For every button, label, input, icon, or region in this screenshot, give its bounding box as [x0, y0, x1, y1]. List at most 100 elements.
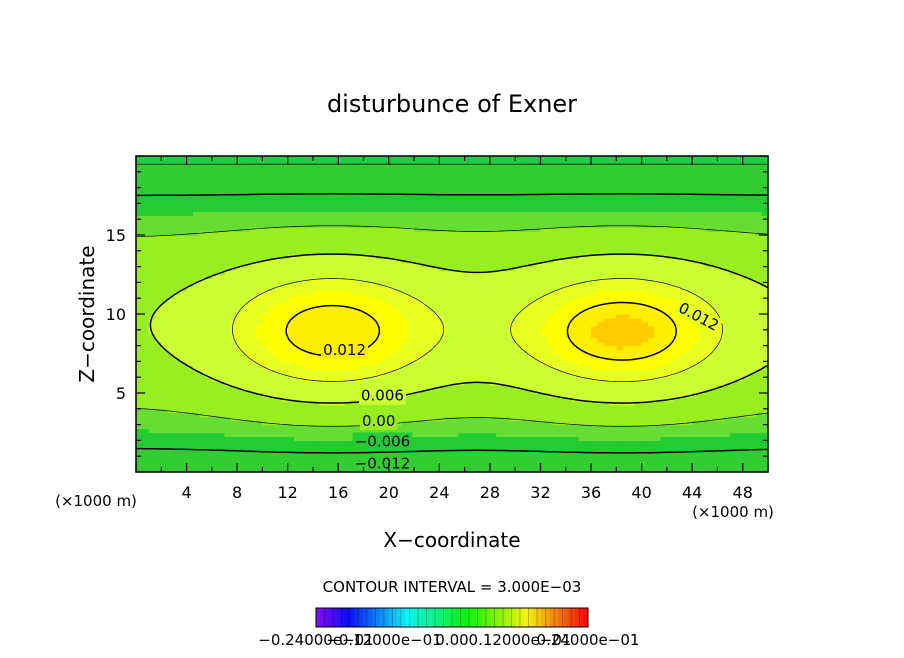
field-cell [369, 298, 377, 303]
field-cell [136, 254, 143, 260]
field-cell [470, 306, 478, 311]
field-cell [502, 325, 510, 331]
field-cell [502, 294, 510, 299]
field-cell [218, 156, 226, 161]
field-cell [186, 460, 194, 465]
field-cell [433, 329, 440, 335]
field-cell [249, 159, 257, 165]
field-cell [268, 321, 276, 327]
field-cell [401, 404, 409, 410]
field-cell [426, 219, 434, 224]
field-cell [357, 159, 365, 165]
field-cell [256, 373, 263, 378]
field-cell [319, 156, 327, 161]
field-cell [243, 242, 251, 248]
field-cell [464, 156, 472, 161]
field-cell [357, 246, 365, 252]
field-cell [218, 317, 226, 323]
field-cell [445, 310, 453, 315]
field-cell [382, 357, 390, 362]
field-cell [445, 191, 453, 197]
field-cell [382, 349, 390, 355]
field-cell [426, 444, 434, 449]
field-cell [496, 187, 504, 193]
field-cell [148, 345, 156, 351]
field-cell [243, 223, 251, 228]
field-cell [496, 167, 504, 173]
field-cell [186, 420, 194, 426]
field-cell [136, 396, 143, 402]
field-cell [350, 227, 358, 232]
field-cell [167, 385, 175, 390]
field-cell [256, 183, 263, 189]
field-cell [180, 262, 188, 268]
field-cell [281, 246, 289, 252]
field-cell [445, 337, 453, 343]
field-cell [142, 329, 150, 335]
field-cell [407, 231, 415, 236]
field-cell [420, 373, 428, 378]
field-cell [237, 393, 245, 398]
field-cell [521, 270, 529, 276]
field-cell [211, 310, 219, 315]
field-cell [388, 306, 396, 311]
field-cell [331, 468, 339, 472]
field-cell [502, 400, 510, 406]
field-cell [218, 456, 226, 461]
field-cell [464, 159, 472, 165]
field-cell [186, 448, 194, 453]
field-cell [325, 432, 333, 438]
field-cell [452, 404, 459, 410]
field-cell [458, 254, 466, 260]
field-cell [319, 175, 327, 181]
field-cell [186, 306, 194, 311]
field-cell [477, 341, 485, 347]
field-cell [243, 171, 251, 177]
field-cell [148, 404, 156, 410]
field-cell [192, 341, 200, 347]
field-cell [414, 175, 421, 181]
field-cell [325, 302, 333, 307]
field-cell [458, 262, 466, 268]
field-cell [464, 171, 472, 177]
field-cell [154, 373, 162, 378]
field-cell [464, 203, 472, 208]
field-cell [148, 412, 156, 418]
field-cell [420, 456, 428, 461]
field-cell [338, 246, 346, 252]
field-cell [502, 314, 510, 319]
field-cell [452, 337, 459, 343]
field-cell [312, 219, 320, 224]
field-cell [167, 246, 175, 252]
field-cell [211, 294, 219, 299]
field-cell [344, 242, 352, 248]
field-cell [180, 215, 188, 220]
field-cell [218, 171, 226, 177]
field-cell [344, 207, 352, 212]
field-cell [331, 432, 339, 438]
field-cell [192, 468, 200, 472]
field-cell [470, 456, 478, 461]
field-cell [306, 329, 314, 335]
field-cell [199, 215, 207, 220]
field-cell [363, 361, 371, 366]
field-cell [287, 325, 295, 331]
field-cell [338, 448, 346, 453]
field-cell [256, 187, 263, 193]
field-cell [496, 171, 504, 177]
field-cell [268, 294, 276, 299]
field-cell [268, 238, 276, 244]
field-cell [243, 306, 251, 311]
field-cell [433, 262, 440, 268]
field-cell [338, 393, 346, 398]
field-cell [136, 444, 143, 449]
field-cell [464, 396, 472, 402]
field-cell [300, 183, 308, 189]
field-cell [477, 227, 485, 232]
field-cell [262, 440, 270, 445]
field-cell [395, 365, 403, 370]
field-cell [205, 302, 213, 307]
field-cell [433, 266, 440, 272]
field-cell [192, 381, 200, 386]
field-cell [426, 365, 434, 370]
